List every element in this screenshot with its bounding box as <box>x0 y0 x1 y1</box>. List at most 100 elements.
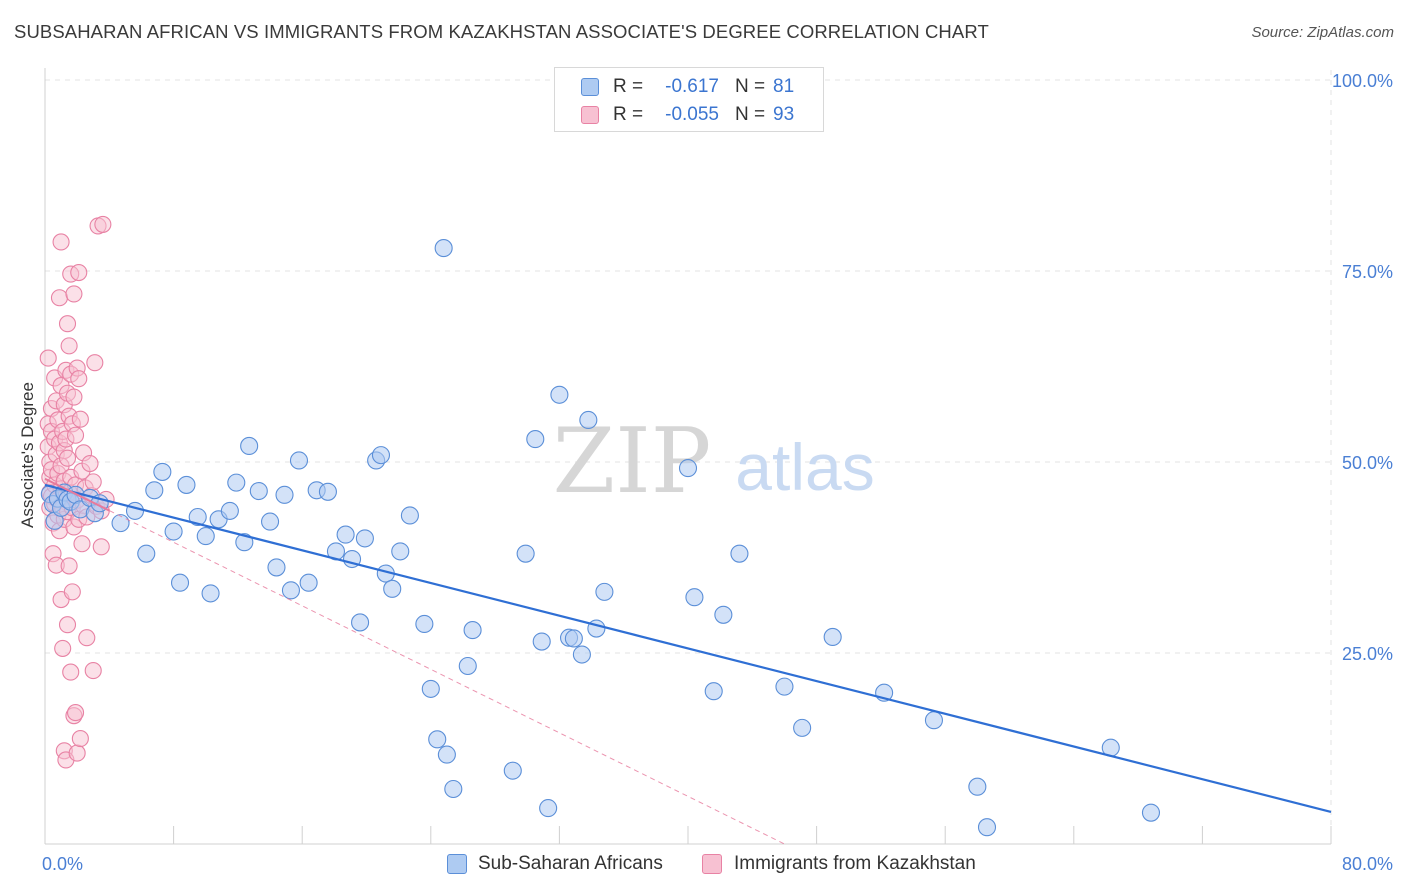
legend-swatch-kazakhstan <box>581 106 599 124</box>
point-subsaharan <box>564 629 583 648</box>
point-subsaharan <box>164 522 183 541</box>
point-subsaharan <box>526 430 545 449</box>
point-kazakhstan <box>81 454 99 473</box>
point-subsaharan <box>428 730 447 749</box>
series-subsaharan-points <box>40 239 1161 837</box>
point-subsaharan <box>793 718 812 737</box>
legend-n-value: 81 <box>773 76 795 97</box>
point-subsaharan <box>579 410 598 430</box>
legend-swatch-kazakhstan <box>702 854 722 874</box>
legend-n-value: 93 <box>773 104 795 125</box>
point-kazakhstan <box>58 315 77 333</box>
point-subsaharan <box>318 482 337 501</box>
legend-series: Sub-Saharan Africans Immigrants from Kaz… <box>0 851 1406 879</box>
point-kazakhstan <box>94 215 112 233</box>
point-subsaharan <box>281 581 300 600</box>
point-kazakhstan <box>50 289 69 307</box>
legend-label-kazakhstan: Immigrants from Kazakhstan <box>734 853 976 874</box>
watermark-atlas: atlas <box>735 430 874 504</box>
point-subsaharan <box>730 544 749 563</box>
legend-n-label: N = <box>735 104 766 125</box>
point-subsaharan <box>572 645 591 664</box>
point-kazakhstan <box>62 663 80 681</box>
y-axis-title: Associate's Degree <box>18 382 37 528</box>
legend-row-kazakhstan: R = -0.055 N = 93 <box>555 100 823 130</box>
watermark: ZIP atlas <box>553 409 875 514</box>
legend-r-value: -0.055 <box>665 104 719 125</box>
point-kazakhstan <box>92 538 110 556</box>
point-subsaharan <box>516 544 535 563</box>
legend-swatch-subsaharan <box>447 854 467 874</box>
point-kazakhstan <box>65 388 83 406</box>
y-tick-label: 100.0% <box>1332 71 1393 91</box>
point-kazakhstan <box>65 285 83 303</box>
legend-stats: R = -0.617 N = 81 R = -0.055 N = 93 <box>554 67 824 132</box>
point-subsaharan <box>351 613 370 632</box>
legend-r-label: R = <box>613 76 644 97</box>
point-kazakhstan <box>84 473 102 491</box>
trend-line-kazakhstan <box>44 478 785 845</box>
point-subsaharan <box>240 436 259 456</box>
legend-swatch-subsaharan <box>581 78 599 96</box>
point-subsaharan <box>289 451 309 470</box>
point-subsaharan <box>177 475 196 494</box>
point-kazakhstan <box>66 426 85 444</box>
point-kazakhstan <box>52 233 70 251</box>
x-tick-label: 80.0% <box>1342 854 1393 874</box>
point-kazakhstan <box>60 557 78 575</box>
point-subsaharan <box>267 558 286 577</box>
point-kazakhstan <box>58 616 77 634</box>
gridlines <box>45 70 1332 844</box>
point-kazakhstan <box>78 629 96 647</box>
point-subsaharan <box>371 446 391 465</box>
trend-lines <box>44 477 1332 845</box>
x-tick-label: 0.0% <box>42 854 83 874</box>
point-kazakhstan <box>86 354 104 372</box>
point-subsaharan <box>704 682 723 701</box>
point-subsaharan <box>434 239 453 258</box>
source-label: Source: ZipAtlas.com <box>1251 24 1394 41</box>
point-subsaharan <box>383 579 402 598</box>
point-subsaharan <box>421 679 440 698</box>
legend-r-value: -0.617 <box>665 76 719 97</box>
tick-labels: 25.0% 50.0% 75.0% 100.0% 0.0% 80.0% <box>42 71 1393 874</box>
point-kazakhstan <box>39 349 57 367</box>
point-subsaharan <box>503 761 522 780</box>
point-kazakhstan <box>73 535 91 553</box>
point-subsaharan <box>355 529 374 548</box>
point-subsaharan <box>235 533 254 552</box>
point-subsaharan <box>458 656 477 676</box>
point-subsaharan <box>977 818 997 837</box>
legend-r-label: R = <box>613 104 644 125</box>
point-subsaharan <box>1141 803 1161 822</box>
point-subsaharan <box>201 584 220 603</box>
point-subsaharan <box>924 711 943 730</box>
point-kazakhstan <box>70 370 88 388</box>
point-subsaharan <box>685 588 704 607</box>
trend-line-kazakhstan-solid <box>44 477 110 512</box>
point-subsaharan <box>775 677 794 696</box>
point-subsaharan <box>463 621 482 640</box>
point-subsaharan <box>111 514 130 533</box>
point-kazakhstan <box>60 337 78 355</box>
point-subsaharan <box>249 481 268 501</box>
point-kazakhstan <box>66 704 85 722</box>
y-tick-label: 50.0% <box>1342 453 1393 473</box>
point-subsaharan <box>196 527 215 546</box>
point-subsaharan <box>220 501 239 520</box>
point-subsaharan <box>145 481 164 500</box>
point-subsaharan <box>550 385 569 404</box>
point-kazakhstan <box>54 639 72 657</box>
point-subsaharan <box>595 582 614 601</box>
point-subsaharan <box>125 501 145 520</box>
point-subsaharan <box>170 573 190 592</box>
y-tick-label: 75.0% <box>1342 262 1393 282</box>
point-kazakhstan <box>68 744 86 762</box>
point-subsaharan <box>415 614 434 634</box>
point-subsaharan <box>400 506 419 525</box>
chart-title: SUBSAHARAN AFRICAN VS IMMIGRANTS FROM KA… <box>14 21 989 42</box>
point-kazakhstan <box>84 662 102 680</box>
point-subsaharan <box>539 799 558 818</box>
point-subsaharan <box>391 542 410 561</box>
trend-line-subsaharan <box>44 483 1332 813</box>
